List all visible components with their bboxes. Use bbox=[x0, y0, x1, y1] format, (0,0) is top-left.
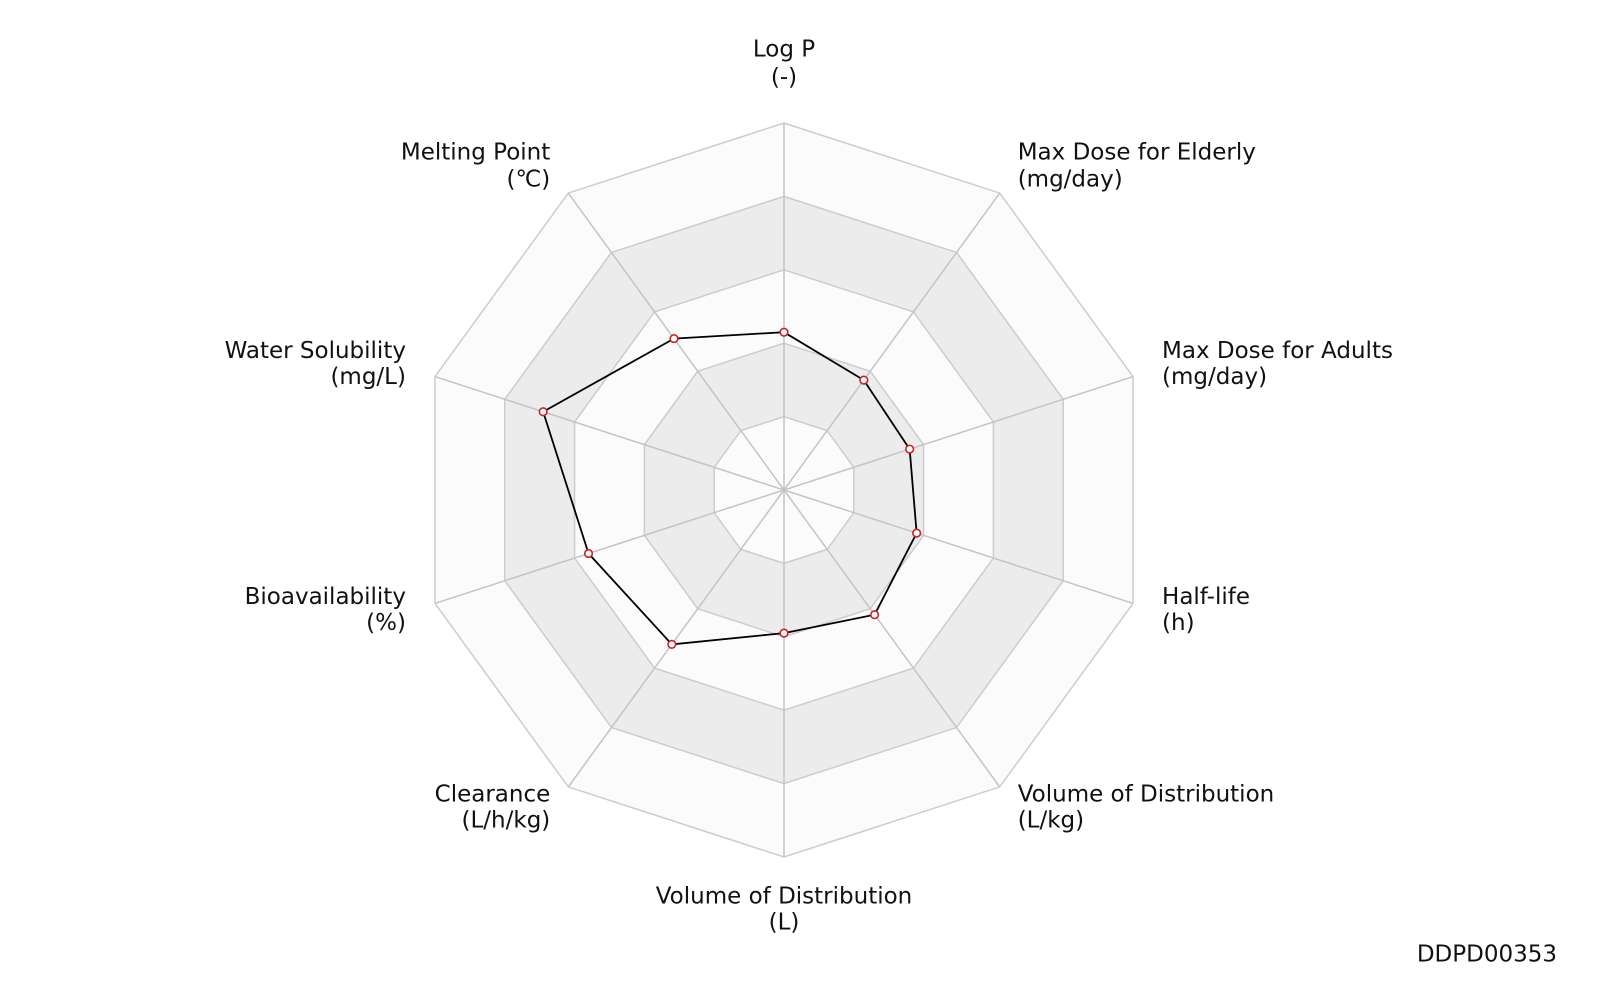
spoke bbox=[567, 489, 785, 788]
spoke bbox=[434, 375, 785, 491]
data-point bbox=[779, 327, 789, 337]
axis-unit: (mg/day) bbox=[1162, 364, 1267, 390]
axis-unit: (h) bbox=[1162, 610, 1195, 636]
axis-label: Volume of Distribution bbox=[656, 884, 913, 910]
axis-unit: (L/kg) bbox=[1018, 807, 1084, 833]
spoke bbox=[783, 192, 1001, 491]
data-point bbox=[538, 407, 548, 417]
footer-id: DDPD00353 bbox=[1417, 942, 1557, 968]
axis-unit: (L) bbox=[769, 910, 800, 936]
spoke bbox=[434, 489, 785, 605]
axis-label: Log P bbox=[753, 37, 815, 63]
data-point bbox=[583, 548, 594, 559]
axis-label: Volume of Distribution bbox=[1018, 781, 1275, 807]
axis-unit: (mg/L) bbox=[330, 364, 406, 390]
spoke bbox=[783, 375, 1134, 491]
axis-label: Max Dose for Adults bbox=[1162, 338, 1393, 364]
data-point bbox=[912, 528, 922, 538]
data-point bbox=[859, 375, 869, 385]
data-point bbox=[669, 333, 679, 344]
spoke bbox=[783, 489, 1134, 605]
axis-label: Clearance bbox=[435, 781, 551, 807]
data-point bbox=[667, 639, 677, 649]
axis-unit: (℃) bbox=[507, 167, 551, 193]
data-point bbox=[905, 444, 915, 454]
axis-unit: (L/h/kg) bbox=[462, 807, 551, 833]
spoke bbox=[783, 489, 1001, 788]
data-point bbox=[779, 628, 789, 638]
axis-label: Max Dose for Elderly bbox=[1018, 140, 1256, 166]
axis-unit: (%) bbox=[366, 610, 406, 636]
data-point bbox=[870, 610, 880, 620]
axis-label: Bioavailability bbox=[245, 584, 406, 610]
axis-label: Water Solubility bbox=[225, 338, 406, 364]
axis-label: Half-life bbox=[1162, 584, 1250, 610]
axis-unit: (-) bbox=[771, 65, 797, 91]
axis-label: Melting Point bbox=[401, 140, 550, 166]
axis-unit: (mg/day) bbox=[1018, 167, 1123, 193]
